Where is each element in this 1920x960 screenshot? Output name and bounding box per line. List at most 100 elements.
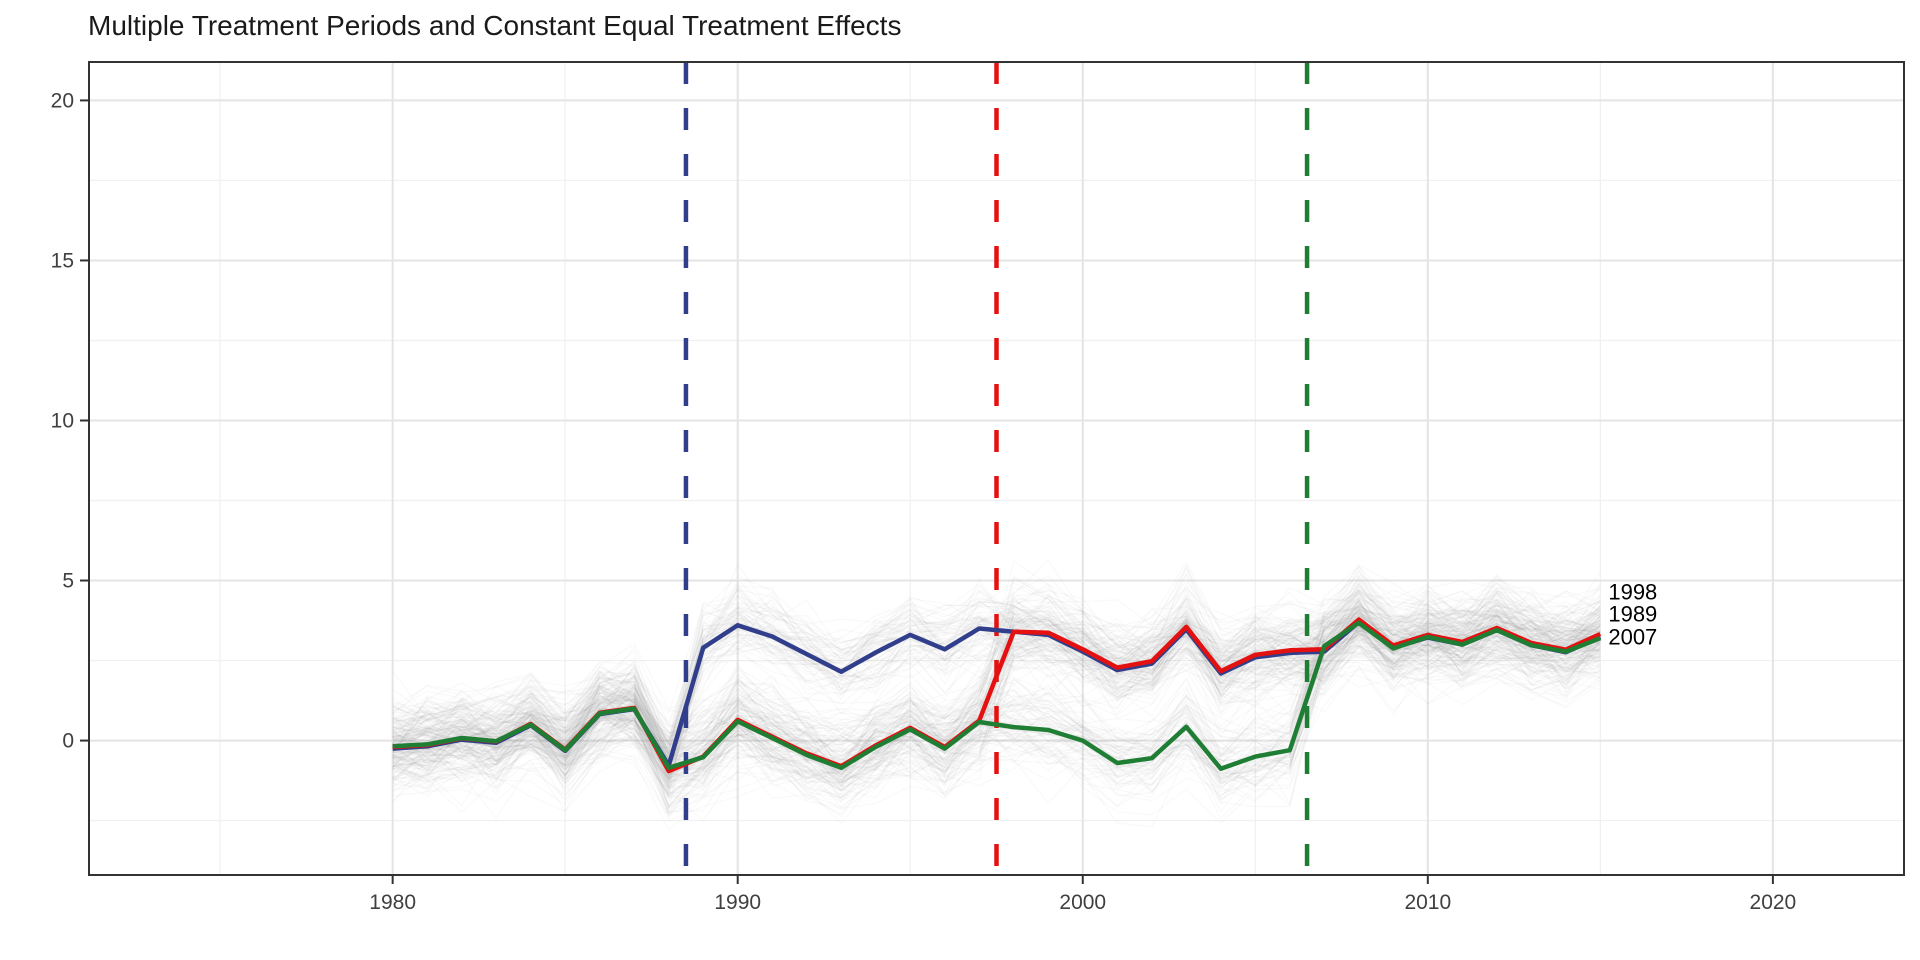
background-unit-line: [392, 593, 1601, 766]
background-unit-line: [392, 622, 1601, 766]
background-unit-line: [392, 629, 1601, 814]
background-unit-line: [392, 589, 1601, 768]
y-tick-label-0: 0: [62, 730, 74, 753]
background-unit-line: [392, 604, 1601, 782]
x-tick-label-1980: 1980: [369, 891, 416, 914]
background-unit-line: [392, 621, 1601, 796]
background-unit-line: [392, 583, 1601, 747]
background-unit-line: [392, 563, 1601, 740]
background-unit-line: [392, 625, 1601, 785]
background-unit-line: [392, 608, 1601, 790]
background-unit-line: [392, 641, 1601, 799]
x-tick-label-1990: 1990: [714, 891, 761, 914]
background-unit-line: [392, 588, 1601, 739]
background-unit-line: [392, 625, 1601, 784]
background-unit-line: [392, 640, 1601, 799]
background-unit-line: [392, 613, 1601, 768]
y-tick-label-5: 5: [62, 570, 74, 593]
background-unit-line: [392, 634, 1601, 784]
background-unit-line: [392, 620, 1601, 791]
background-unit-lines: [392, 559, 1601, 832]
background-unit-line: [392, 578, 1601, 746]
background-unit-line: [392, 589, 1601, 795]
background-unit-line: [392, 578, 1601, 779]
background-unit-line: [392, 598, 1601, 797]
background-unit-line: [392, 591, 1601, 755]
background-unit-line: [392, 609, 1601, 800]
end-label-2007: 2007: [1608, 625, 1657, 650]
background-unit-line: [392, 567, 1601, 750]
x-tick-label-2000: 2000: [1059, 891, 1106, 914]
background-unit-line: [392, 603, 1601, 785]
background-unit-line: [392, 587, 1601, 771]
background-unit-line: [392, 575, 1601, 769]
background-unit-line: [392, 588, 1601, 757]
background-unit-line: [392, 563, 1601, 747]
background-unit-line: [392, 623, 1601, 801]
background-unit-line: [392, 665, 1601, 828]
background-unit-line: [392, 575, 1601, 768]
background-unit-line: [392, 579, 1601, 754]
axis-labels: 0 5 10 15 20 1980 1990 2000 2010 2020: [51, 89, 1797, 914]
background-unit-line: [392, 576, 1601, 772]
series-lines: [392, 617, 1602, 774]
background-unit-line: [392, 606, 1601, 773]
background-unit-line: [392, 589, 1601, 755]
background-unit-line: [392, 643, 1601, 813]
background-unit-line: [392, 626, 1601, 780]
background-unit-line: [392, 622, 1601, 788]
panel-border: [88, 61, 1905, 876]
background-unit-line: [392, 633, 1601, 797]
background-unit-line: [392, 580, 1601, 762]
background-unit-line: [392, 624, 1601, 777]
x-tick-label-2020: 2020: [1750, 891, 1797, 914]
background-unit-line: [392, 619, 1601, 779]
background-unit-line: [392, 595, 1601, 763]
background-unit-line: [392, 618, 1601, 775]
background-unit-line: [392, 611, 1601, 776]
y-tick-label-20: 20: [51, 89, 74, 112]
background-unit-line: [392, 640, 1601, 796]
background-unit-line: [392, 627, 1601, 796]
background-unit-line: [392, 631, 1601, 799]
background-unit-line: [392, 612, 1601, 810]
background-unit-line: [392, 582, 1601, 760]
y-tick-label-10: 10: [51, 409, 74, 432]
background-unit-line: [392, 561, 1601, 755]
background-unit-line: [392, 590, 1601, 754]
background-unit-line: [392, 632, 1601, 808]
background-unit-line: [392, 614, 1601, 785]
background-unit-line: [392, 572, 1601, 763]
background-unit-line: [392, 582, 1601, 768]
end-label-1989: 1989: [1608, 601, 1657, 626]
x-tick-label-2010: 2010: [1404, 891, 1451, 914]
background-unit-line: [392, 583, 1601, 758]
background-unit-line: [392, 621, 1601, 787]
background-unit-line: [392, 582, 1601, 743]
background-unit-line: [392, 627, 1601, 801]
background-unit-line: [392, 584, 1601, 754]
background-unit-line: [392, 585, 1601, 764]
series-line-2007: [392, 620, 1602, 771]
axis-ticks: [80, 99, 1774, 884]
background-unit-line: [392, 614, 1601, 809]
background-unit-line: [392, 630, 1601, 813]
background-unit-line: [392, 614, 1601, 770]
background-unit-line: [392, 619, 1601, 793]
background-unit-line: [392, 615, 1601, 790]
background-unit-line: [392, 607, 1601, 781]
background-unit-line: [392, 585, 1601, 767]
background-unit-line: [392, 620, 1601, 767]
background-unit-line: [392, 572, 1601, 756]
background-unit-line: [392, 559, 1601, 740]
background-unit-line: [392, 621, 1601, 784]
background-unit-line: [392, 566, 1601, 745]
background-unit-line: [392, 587, 1601, 755]
background-unit-line: [392, 589, 1601, 753]
background-unit-line: [392, 599, 1601, 766]
end-label-1998: 1998: [1608, 579, 1657, 604]
background-unit-line: [392, 640, 1601, 809]
